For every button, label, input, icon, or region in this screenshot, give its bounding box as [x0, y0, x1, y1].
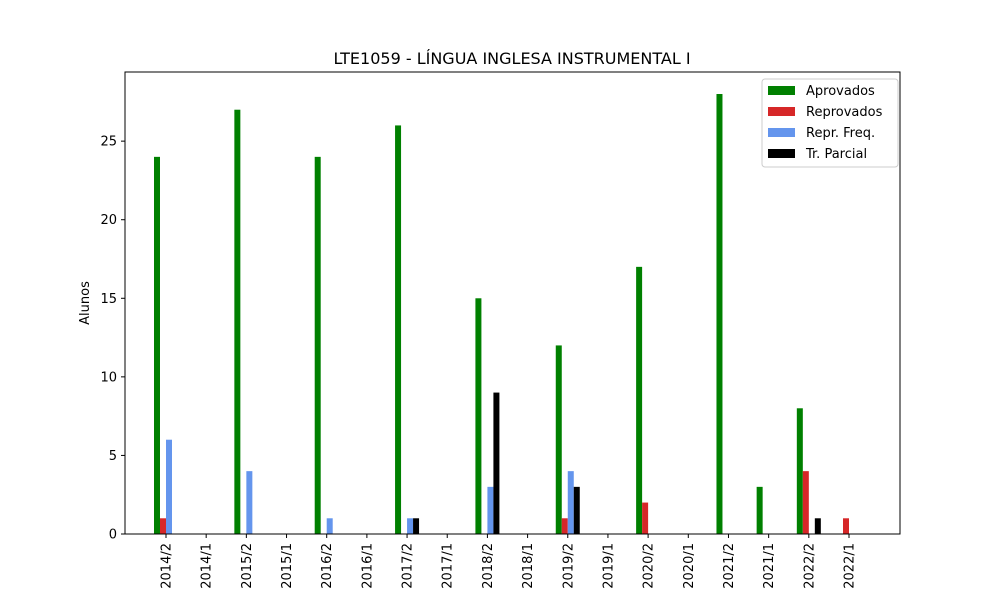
bar-reprovados-2014-2 [160, 518, 166, 534]
legend-label: Tr. Parcial [805, 147, 867, 162]
legend-swatch [768, 149, 795, 158]
x-tick-label: 2017/1 [441, 543, 456, 589]
bar-repr-freq--2018-2 [487, 486, 494, 534]
y-axis-label: Alunos [78, 281, 93, 325]
chart-title: LTE1059 - LÍNGUA INGLESA INSTRUMENTAL I [333, 49, 690, 68]
x-tick-label: 2022/2 [802, 543, 817, 589]
x-tick-label: 2022/1 [843, 543, 858, 589]
x-tick-label: 2021/2 [722, 543, 737, 589]
x-tick-label: 2020/2 [642, 543, 657, 589]
bar-aprovados-2021-1 [756, 486, 763, 534]
bar-aprovados-2018-2 [475, 298, 482, 534]
y-tick-label: 10 [100, 370, 117, 385]
bar-repr-freq--2016-2 [326, 518, 333, 534]
y-tick-label: 20 [100, 213, 117, 228]
bar-reprovados-2020-2 [642, 502, 649, 534]
x-tick-label: 2016/2 [320, 543, 335, 589]
y-tick-label: 25 [100, 135, 117, 150]
x-tick-label: 2020/1 [682, 543, 697, 589]
bars-group [154, 94, 849, 534]
bar-aprovados-2015-2 [234, 109, 241, 534]
x-tick-label: 2015/1 [280, 543, 295, 589]
plot-frame [124, 71, 901, 535]
bar-tr-parcial-2022-2 [814, 518, 821, 534]
legend-swatch [768, 107, 795, 116]
bar-reprovados-2022-1 [843, 518, 849, 534]
bar-aprovados-2017-2 [395, 125, 402, 534]
x-tick-label: 2015/2 [240, 543, 255, 589]
bar-repr-freq--2017-2 [407, 518, 414, 534]
bar-repr-freq--2019-2 [567, 471, 574, 534]
bar-aprovados-2020-2 [636, 266, 643, 534]
legend-box [761, 78, 899, 168]
legend-swatch [768, 128, 795, 137]
x-tick-label: 2019/1 [601, 543, 616, 589]
y-tick-label: 15 [100, 292, 117, 307]
bar-aprovados-2022-2 [796, 408, 803, 534]
bar-reprovados-2022-2 [802, 471, 809, 534]
x-tick-label: 2018/1 [521, 543, 536, 589]
bar-tr-parcial-2019-2 [573, 486, 580, 534]
y-tick-label: 0 [109, 528, 117, 543]
x-tick-label: 2021/1 [762, 543, 777, 589]
legend-swatch [768, 86, 795, 95]
x-tick-label: 2017/2 [401, 543, 416, 589]
legend-label: Aprovados [806, 84, 875, 99]
bar-tr-parcial-2018-2 [493, 392, 500, 534]
y-tick-label: 5 [109, 449, 117, 464]
legend-label: Reprovados [806, 105, 883, 120]
bar-aprovados-2021-2 [716, 94, 723, 534]
bar-repr-freq--2015-2 [246, 471, 253, 534]
legend: Aprovados Reprovados Repr. Freq. Tr. Parcia… [761, 78, 899, 168]
bar-aprovados-2014-2 [154, 156, 160, 534]
x-tick-label: 2014/1 [200, 543, 215, 589]
x-tick-label: 2016/1 [360, 543, 375, 589]
bar-reprovados-2019-2 [561, 518, 568, 534]
x-tick-label: 2019/2 [561, 543, 576, 589]
y-axis-ticks: 0 5 10 15 20 25 [100, 135, 125, 543]
legend-label: Repr. Freq. [806, 126, 875, 141]
x-tick-label: 2018/2 [481, 543, 496, 589]
x-axis-ticks: 2014/2 2014/1 2015/2 2015/1 2016/2 2016/1 2017… [160, 534, 858, 589]
bar-repr-freq--2014-2 [166, 439, 172, 534]
x-tick-label: 2014/2 [160, 543, 175, 589]
bar-tr-parcial-2017-2 [413, 518, 420, 534]
bar-aprovados-2019-2 [555, 345, 562, 534]
bar-aprovados-2016-2 [314, 156, 321, 534]
